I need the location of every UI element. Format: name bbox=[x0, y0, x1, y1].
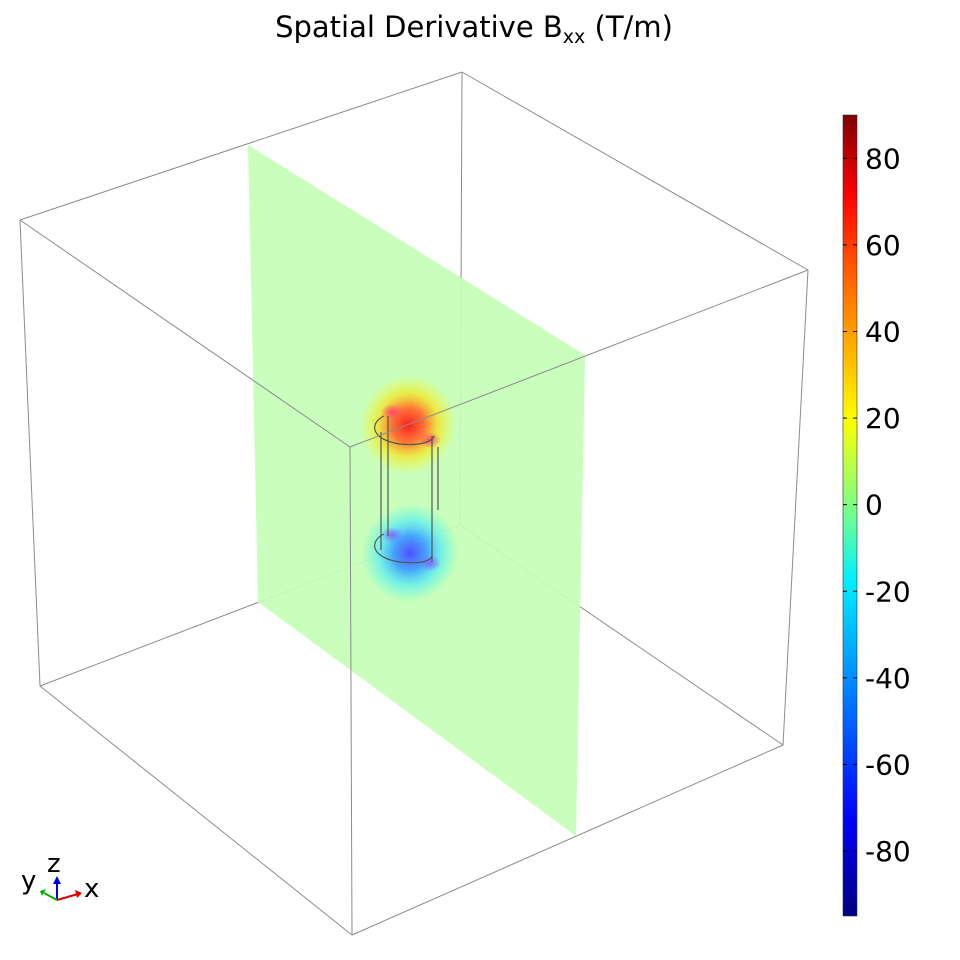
negative-lobe bbox=[361, 503, 459, 603]
box-edge bbox=[39, 685, 353, 936]
colorbar-tick-label: -20 bbox=[865, 575, 911, 608]
axes-triad: y z x bbox=[21, 849, 99, 904]
colorbar: 80 60 40 20 0 -20 -40 -60 -80 bbox=[842, 114, 911, 917]
slice-plane bbox=[248, 145, 585, 836]
box-edge bbox=[351, 744, 784, 936]
slice-plane-surface bbox=[248, 145, 585, 836]
box-edge bbox=[782, 269, 809, 746]
triad-y-axis bbox=[43, 892, 58, 901]
title-subscript: xx bbox=[562, 26, 586, 48]
colorbar-tick-label: -40 bbox=[865, 662, 911, 695]
colorbar-tick-label: 80 bbox=[865, 142, 901, 175]
box-front-edges bbox=[19, 219, 809, 936]
triad-x-axis bbox=[56, 893, 79, 901]
triad-x-label: x bbox=[84, 874, 99, 904]
positive-core bbox=[381, 404, 403, 420]
colorbar-tick-label: 20 bbox=[865, 402, 901, 435]
title-suffix: (T/m) bbox=[585, 10, 673, 44]
colorbar-tick-label: -80 bbox=[865, 835, 911, 868]
colorbar-tick-label: 0 bbox=[865, 489, 883, 522]
box-edge bbox=[19, 219, 41, 687]
title-prefix: Spatial Derivative B bbox=[275, 10, 563, 44]
box-edge bbox=[349, 446, 353, 936]
cylinder-top-arc bbox=[374, 415, 435, 446]
negative-core bbox=[419, 555, 441, 571]
colorbar-bar bbox=[842, 114, 858, 917]
triad-y-arrowhead bbox=[40, 889, 46, 896]
triad-z-arrowhead bbox=[53, 876, 61, 884]
cylinder-outline bbox=[374, 415, 439, 564]
page-title: Spatial Derivative Bxx (T/m) bbox=[0, 10, 948, 47]
colorbar-tick-label: 60 bbox=[865, 229, 901, 262]
negative-core bbox=[381, 527, 403, 543]
triad-x-arrowhead bbox=[75, 890, 82, 898]
triad-y-label: y bbox=[21, 866, 36, 896]
box-edge bbox=[349, 269, 809, 448]
box-edge bbox=[19, 219, 351, 448]
colorbar-ticks: 80 60 40 20 0 -20 -40 -60 -80 bbox=[843, 142, 911, 868]
box-edge bbox=[19, 71, 463, 221]
cylinder-bottom-arc bbox=[374, 533, 433, 564]
box-edge bbox=[461, 71, 809, 271]
triad-z-label: z bbox=[47, 849, 61, 879]
colorbar-tick-label: -60 bbox=[865, 748, 911, 781]
colorbar-tick-label: 40 bbox=[865, 315, 901, 348]
